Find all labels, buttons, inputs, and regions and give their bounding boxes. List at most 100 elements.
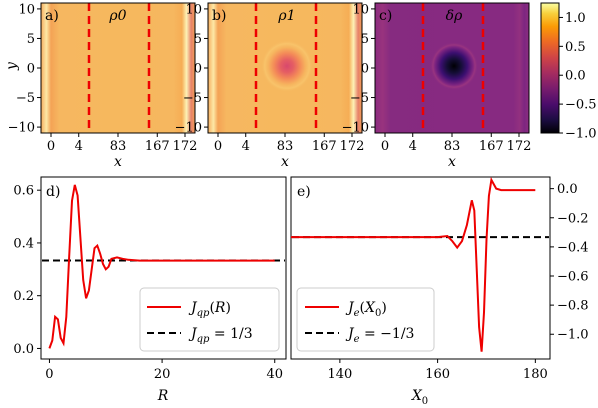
heatmap-b-ytick-label: −10 (175, 121, 202, 136)
plot-e-xlabel: X0 (411, 388, 428, 407)
curve-jqp (48, 184, 275, 349)
legend-d-curve-label-sub: qp (197, 308, 210, 319)
legend-d-curve-label-var: R (214, 300, 226, 316)
legend-e-ref-label-main: J (345, 326, 355, 342)
heatmap-a-ytick-label: 5 (27, 32, 35, 47)
heatmap-b-title: ρ1 (277, 8, 295, 24)
plot-e-ytick-label: −0.6 (557, 270, 589, 285)
plot-d-xtick-label: 0 (45, 367, 53, 382)
colorbar-gradient (540, 2, 560, 134)
plot-d-xlabel: R (157, 388, 169, 404)
plot-e-xtick-label: 140 (327, 367, 352, 382)
heatmap-b-xtick-label: 83 (277, 139, 294, 154)
panel-label-b: b) (212, 8, 226, 24)
colorbar: 1.0 0.5 0.0 −0.5 −1.0 (540, 2, 597, 142)
heatmap-a-xtick-label: 167 (145, 139, 170, 154)
heatmap-c-dip (430, 42, 478, 90)
panel-a: a) ρ0 0 4 83 167 172 −10 −5 0 5 10 x y (4, 2, 197, 170)
heatmap-c-ytick-label: 5 (361, 32, 369, 47)
colorbar-tick-label: −0.5 (565, 98, 597, 113)
heatmap-b-ytick-label: 0 (194, 62, 202, 77)
plot-e-axes: 140 160 180 0.0 −0.2 −0.4 −0.6 −0.8 −1.0 (327, 182, 588, 382)
colorbar-tick-label: 0.0 (565, 69, 586, 84)
legend-e-ref-label: Je = −1/3 (345, 326, 414, 345)
heatmap-a-ytick-label: 0 (27, 62, 35, 77)
heatmap-a-title: ρ0 (108, 8, 126, 24)
panel-d: 0 20 400.00.20.40.6 d) Jqp(R) Jqp = 1/3 R (13, 176, 287, 404)
heatmap-b-xtick-label: 172 (340, 139, 365, 154)
heatmap-b-ytick-label: 5 (194, 32, 202, 47)
plot-e-xtick-label: 180 (523, 367, 548, 382)
plot-e-xlabel-main: X (411, 388, 423, 404)
plot-e-ytick-label: −0.2 (557, 211, 589, 226)
heatmap-c-ytick-label: −5 (350, 91, 369, 106)
plot-e-ytick-label: 0.0 (557, 182, 578, 197)
heatmap-a-ytick-label: −10 (8, 121, 35, 136)
colorbar-tick-label: 0.5 (565, 40, 586, 55)
legend-e-curve-label-main: J (345, 300, 355, 316)
plot-d-xtick-label: 20 (154, 367, 171, 382)
legend-d: Jqp(R) Jqp = 1/3 (139, 287, 280, 352)
heatmap-c-xtick-label: 167 (479, 139, 504, 154)
plot-d-xtick-label: 40 (266, 367, 283, 382)
legend-d-ref-label: Jqp = 1/3 (188, 326, 253, 345)
panel-label-c: c) (379, 8, 392, 24)
legend-d-box (139, 287, 280, 352)
heatmap-c-xtick-label: 172 (507, 139, 532, 154)
heatmap-c-ytick-label: 0 (361, 62, 369, 77)
heatmap-a-field (41, 3, 195, 133)
legend-d-ref-label-main: J (188, 326, 198, 342)
heatmap-a-ytick-label: 10 (18, 2, 35, 17)
panel-label-a: a) (45, 8, 59, 24)
plot-e-frame (290, 176, 551, 360)
heatmap-a-ylabel: y (4, 61, 20, 71)
plot-e-xtick-label: 160 (425, 367, 450, 382)
heatmap-c-ytick-label: 10 (352, 2, 369, 17)
legend-e-curve-label: Je(X0) (345, 300, 387, 319)
legend-e-curve-label-varsub: 0 (375, 308, 381, 319)
heatmap-a-xtick-label: 83 (110, 139, 127, 154)
panel-label-e: e) (297, 184, 311, 200)
colorbar-tick-label: 1.0 (565, 11, 586, 26)
legend-d-curve-label-main: J (188, 300, 198, 316)
heatmap-b-xtick-label: 0 (214, 139, 222, 154)
colorbar-tick-label: −1.0 (565, 127, 597, 142)
heatmap-b-dip (261, 40, 313, 92)
heatmap-a-xlabel: x (114, 154, 122, 170)
colorbar-ticks: 1.0 0.5 0.0 −0.5 −1.0 (559, 11, 597, 142)
legend-e-curve-label-open: ( (360, 300, 365, 316)
panel-label-d: d) (46, 184, 60, 200)
curve-je (291, 176, 536, 352)
heatmap-b-ytick-label: −5 (183, 91, 202, 106)
heatmap-c-xtick-label: 4 (409, 139, 417, 154)
heatmap-c-title: δρ (446, 8, 463, 24)
heatmap-c-ytick-label: −10 (342, 121, 369, 136)
legend-e-box (296, 287, 435, 352)
heatmap-a-xtick-label: 4 (75, 139, 83, 154)
legend-d-ref-label-value: = 1/3 (209, 326, 252, 342)
plot-d-ytick-label: 0.0 (13, 342, 34, 357)
legend-d-curve-label-close: ) (225, 300, 230, 316)
legend-e-curve-label-var: X (364, 300, 376, 316)
plot-d-ytick-label: 0.4 (13, 236, 34, 251)
plot-d-frame (40, 176, 287, 360)
legend-d-curve-label-arg: ( (209, 300, 214, 316)
legend-e-ref-label-sub: e (354, 334, 360, 345)
heatmap-c-xtick-label: 83 (444, 139, 461, 154)
plot-e-ytick-label: −0.4 (557, 240, 589, 255)
plot-e-xlabel-sub: 0 (422, 396, 428, 407)
legend-e-curve-label-close: ) (381, 300, 386, 316)
heatmap-a-ytick-label: −5 (16, 91, 35, 106)
heatmap-b-xtick-label: 167 (312, 139, 337, 154)
plot-d-axes: 0 20 40 0.0 0.2 0.4 0.6 (13, 184, 283, 382)
legend-e-curve-label-sub: e (354, 308, 360, 319)
plot-e-ytick-label: −0.8 (557, 299, 589, 314)
heatmap-b-ytick-label: 10 (185, 2, 202, 17)
legend-e-ref-label-value: = −1/3 (360, 326, 415, 342)
